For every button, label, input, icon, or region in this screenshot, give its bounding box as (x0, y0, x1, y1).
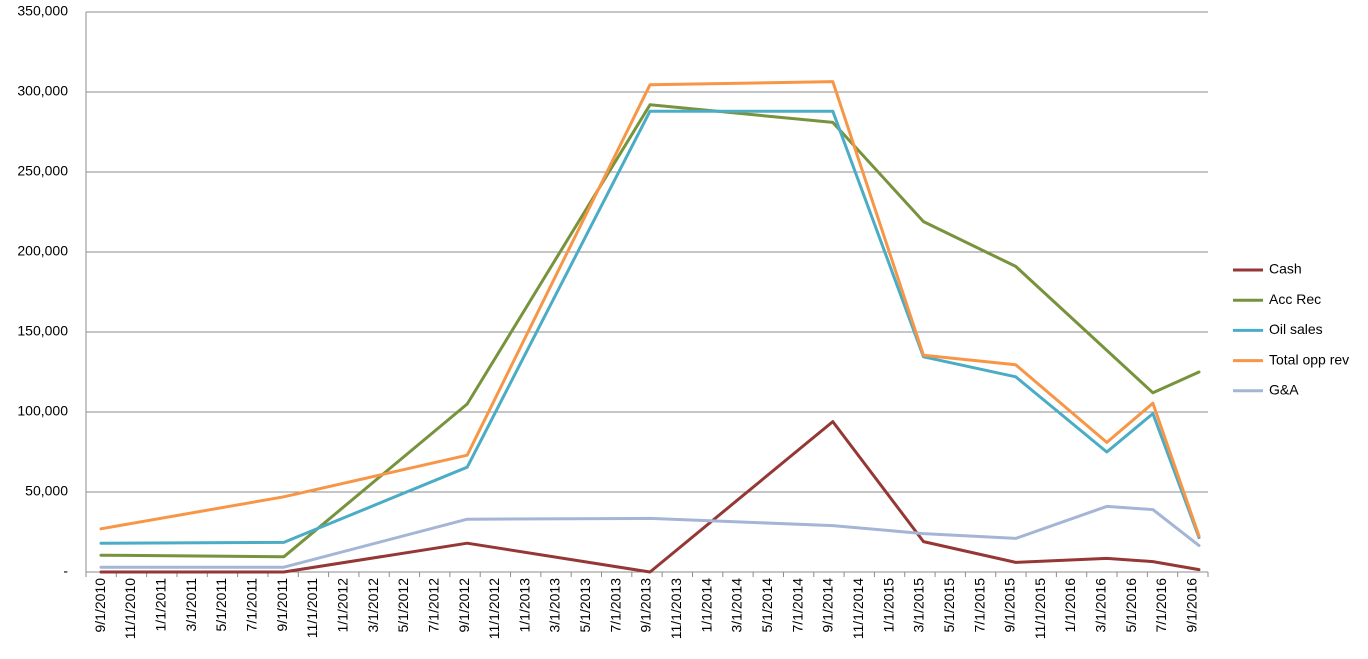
y-tick-label: 150,000 (17, 323, 68, 339)
x-tick-label: 1/1/2011 (153, 578, 169, 632)
series-line-oil-sales (99, 109, 1201, 545)
series-line-g-a (99, 504, 1201, 569)
x-tick-label: 9/1/2011 (274, 578, 290, 632)
x-tick-label: 9/1/2013 (638, 578, 654, 633)
x-tick-label: 1/1/2012 (334, 578, 350, 633)
y-tick-label: 300,000 (17, 83, 68, 99)
x-tick-label: 11/1/2015 (1032, 578, 1048, 639)
x-tick-label: 5/1/2015 (941, 578, 957, 633)
legend-label-total-opp-rev: Total opp rev (1269, 351, 1349, 367)
y-tick-label: 200,000 (17, 243, 68, 259)
y-tick-label: 250,000 (17, 163, 68, 179)
x-tick-label: 11/1/2014 (850, 578, 866, 639)
x-tick-label: 1/1/2016 (1062, 578, 1078, 633)
legend-label-cash: Cash (1269, 261, 1302, 277)
x-tick-label: 9/1/2012 (456, 578, 472, 633)
x-tick-label: 9/1/2010 (92, 578, 108, 633)
legend-label-acc-rec: Acc Rec (1269, 291, 1321, 307)
series-line-total-opp-rev (99, 80, 1201, 538)
x-tick-label: 1/1/2014 (698, 578, 714, 633)
x-tick-label: 1/1/2013 (516, 578, 532, 633)
x-tick-label: 5/1/2011 (213, 578, 229, 632)
x-tick-label: 3/1/2013 (547, 578, 563, 633)
y-tick-label: - (63, 563, 68, 579)
x-axis-tick-labels: 9/1/2010 11/1/2010 1/1/2011 3/1/2011 5/1/201… (92, 578, 1200, 639)
x-tick-label: 7/1/2012 (425, 578, 441, 633)
x-tick-label: 7/1/2014 (789, 578, 805, 633)
x-tick-label: 5/1/2014 (759, 578, 775, 633)
x-tick-label: 7/1/2016 (1153, 578, 1169, 633)
x-tick-label: 3/1/2014 (729, 578, 745, 633)
x-tick-label: 7/1/2013 (607, 578, 623, 633)
series-lines (99, 80, 1201, 574)
y-tick-label: 100,000 (17, 403, 68, 419)
y-tick-label: 350,000 (17, 3, 68, 19)
gridlines (86, 11, 1208, 493)
y-tick-label: 50,000 (25, 483, 68, 499)
x-tick-label: 3/1/2016 (1093, 578, 1109, 633)
series-line-acc-rec (99, 103, 1201, 559)
x-tick-label: 5/1/2013 (577, 578, 593, 633)
legend-label-g-a: G&A (1269, 382, 1299, 398)
x-tick-label: 5/1/2012 (395, 578, 411, 633)
x-tick-label: 3/1/2011 (183, 578, 199, 632)
legend: Cash Acc Rec Oil sales Total opp rev G&A (1233, 261, 1349, 398)
legend-label-oil-sales: Oil sales (1269, 321, 1323, 337)
x-tick-label: 11/1/2012 (486, 578, 502, 639)
x-tick-label: 11/1/2011 (304, 578, 320, 638)
x-tick-label: 11/1/2013 (668, 578, 684, 639)
x-tick-label: 9/1/2014 (820, 578, 836, 633)
series-line-cash (99, 420, 1201, 574)
x-tick-label: 1/1/2015 (880, 578, 896, 633)
x-tick-label: 9/1/2016 (1184, 578, 1200, 633)
y-axis-tick-labels: - 50,000 100,000 150,000 200,000 250,000 300,0… (17, 3, 68, 579)
x-tick-label: 11/1/2010 (122, 578, 138, 639)
x-tick-label: 5/1/2016 (1123, 578, 1139, 633)
x-tick-label: 3/1/2012 (365, 578, 381, 633)
x-tick-label: 9/1/2015 (1002, 578, 1018, 633)
x-tick-label: 7/1/2015 (971, 578, 987, 633)
x-tick-label: 3/1/2015 (911, 578, 927, 633)
x-tick-label: 7/1/2011 (243, 578, 259, 632)
